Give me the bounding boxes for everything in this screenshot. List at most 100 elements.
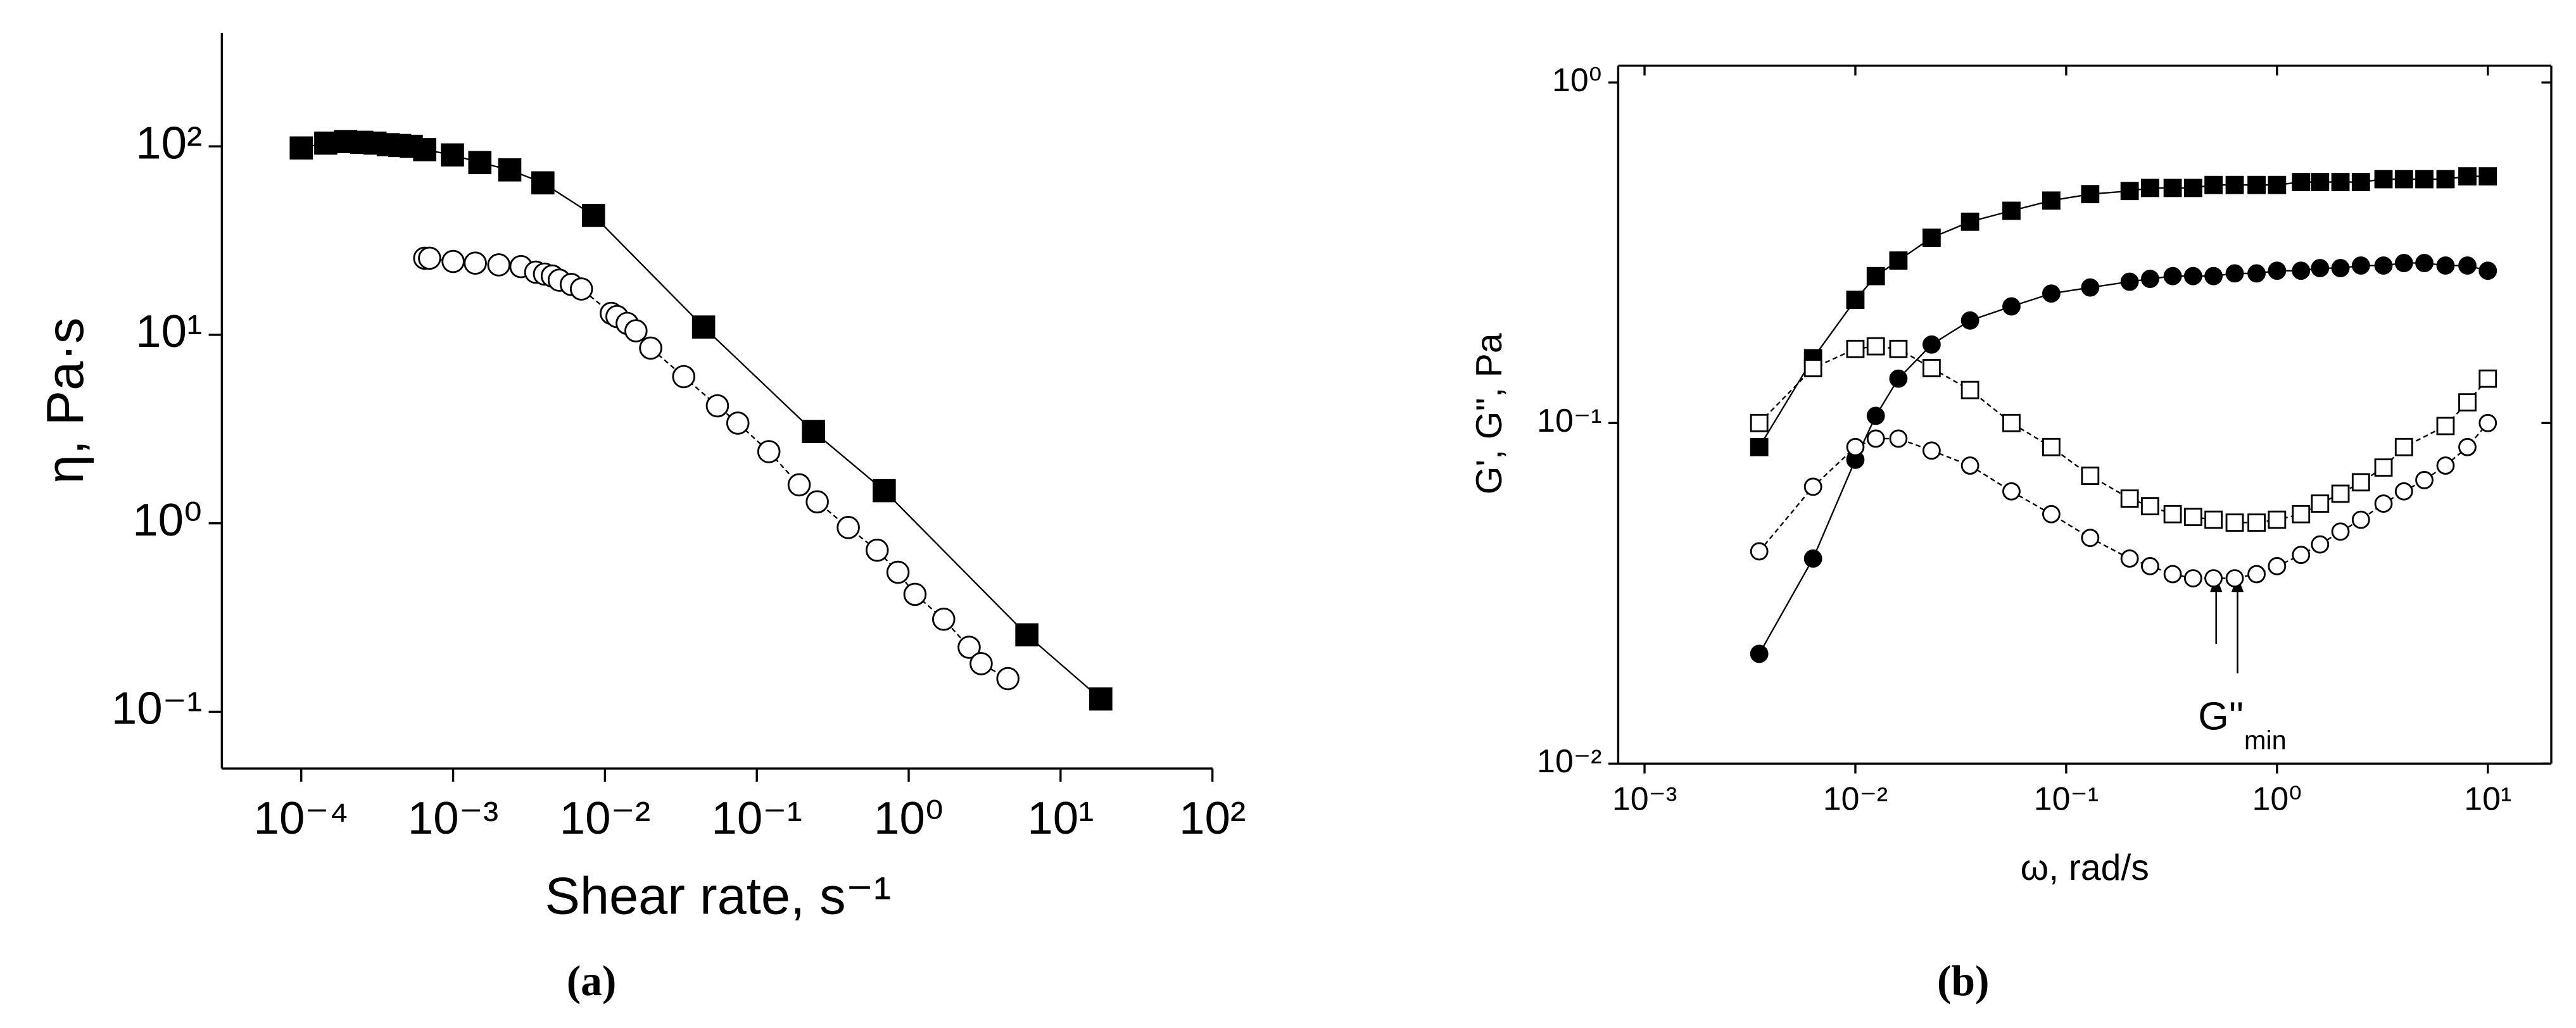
marker [837,516,860,539]
annotation-arrows [2210,575,2244,674]
marker [1803,549,1822,568]
marker [2225,264,2244,283]
marker [2081,467,2100,486]
marker [2183,508,2202,527]
x-tick-label: 10⁻³ [1612,780,1677,817]
marker [903,582,927,606]
marker [2478,369,2497,388]
x-axis-label: ω, rad/s [2021,848,2149,888]
marker [2351,510,2370,529]
marker [2478,261,2497,280]
x-axis-label: Shear rate, s⁻¹ [545,867,891,925]
x-tick-label: 10⁰ [2252,780,2302,817]
x-tick-label: 10⁻¹ [2034,780,2099,817]
marker [1889,339,1908,358]
marker [2268,556,2287,575]
y-tick-label: 10⁰ [1552,61,1602,98]
marker [2163,266,2182,285]
marker [2002,482,2021,501]
marker [2415,254,2434,272]
marker [2140,556,2159,575]
marker [1846,339,1865,358]
marker [2225,513,2244,532]
annotation: G'' [2198,695,2244,739]
marker [2292,546,2311,565]
marker [2331,484,2350,503]
marker [2436,256,2455,275]
series-line [1758,175,2488,448]
marker [865,538,889,562]
marker [2331,173,2350,191]
marker [487,253,511,277]
marker [581,204,605,227]
y-tick-label: 10⁻² [1537,743,1601,779]
chart: 10⁻³ 10⁻² 10⁻¹ 10⁰ 10¹ 10⁻² 10⁻¹ 10⁰ ω, rad/s G',… [1469,61,2553,1005]
marker [2394,482,2413,501]
series-line [301,141,1102,700]
marker [2458,167,2477,185]
marker [2311,494,2330,513]
marker [2458,393,2477,412]
marker [957,636,981,659]
marker [1846,291,1865,310]
marker [1866,337,1885,356]
marker [2140,179,2159,197]
marker [2042,437,2061,456]
marker [691,315,716,339]
marker [441,249,465,273]
marker [1960,212,1979,231]
marker [2225,175,2244,194]
series-line [1758,262,2489,655]
y-tick-label: 10⁰ [132,494,202,546]
y-tick-label: 10⁻¹ [1537,402,1601,439]
marker [2292,261,2311,280]
marker [969,652,993,675]
y-tick-label: 10¹ [136,306,202,357]
marker [2436,417,2455,436]
marker [2163,565,2182,584]
x-tick-label: 10¹ [2464,780,2511,817]
marker [2002,297,2021,316]
marker [2247,175,2266,194]
marker [2268,175,2287,194]
marker [996,667,1020,691]
marker [805,490,829,514]
marker [2042,505,2061,523]
marker [2120,549,2139,568]
marker [726,411,750,435]
marker [2478,167,2497,185]
marker [1015,623,1039,647]
marker [2042,284,2061,303]
marker [1889,251,1908,270]
marker [2140,270,2159,288]
x-tick-label: 10⁻² [1823,780,1888,817]
marker [2204,266,2223,285]
marker [2247,513,2266,532]
marker [2374,494,2393,513]
marker [2183,179,2202,197]
marker [2204,569,2223,587]
marker [1923,335,1941,354]
marker [2163,179,2182,197]
marker [2311,259,2330,277]
marker [757,440,781,463]
marker [2458,256,2477,275]
marker [2292,505,2311,523]
marker [441,143,464,167]
marker [2120,489,2139,508]
marker [2204,510,2223,529]
marker [2268,261,2287,280]
marker [468,151,492,175]
marker [2394,170,2413,189]
marker [2002,201,2021,220]
chart: 10⁻⁴ 10⁻³ 10⁻² 10⁻¹ 10⁰ 10¹ 10² 10⁻¹ 10⁰ 10¹ 10² Sh… [35,32,1246,1005]
marker [1089,687,1113,711]
marker [2415,471,2434,489]
marker [2081,278,2100,297]
marker [624,319,648,342]
marker [1960,311,1979,330]
marker [1750,542,1769,561]
marker [2374,458,2393,477]
marker [413,138,436,161]
